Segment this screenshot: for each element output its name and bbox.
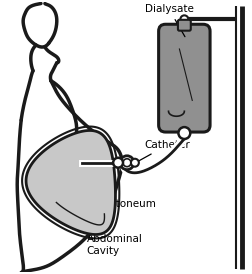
FancyBboxPatch shape — [178, 20, 191, 31]
Text: Abdominal
Cavity: Abdominal Cavity — [86, 213, 142, 256]
Text: Dialysate: Dialysate — [145, 4, 194, 37]
Circle shape — [123, 159, 131, 167]
Text: Peritoneum: Peritoneum — [84, 199, 156, 209]
Circle shape — [178, 127, 190, 139]
Circle shape — [131, 159, 139, 167]
Text: Catheter: Catheter — [134, 140, 191, 163]
Circle shape — [180, 15, 188, 23]
Circle shape — [113, 158, 123, 168]
Circle shape — [120, 156, 134, 170]
FancyBboxPatch shape — [159, 24, 210, 132]
Polygon shape — [26, 130, 115, 235]
